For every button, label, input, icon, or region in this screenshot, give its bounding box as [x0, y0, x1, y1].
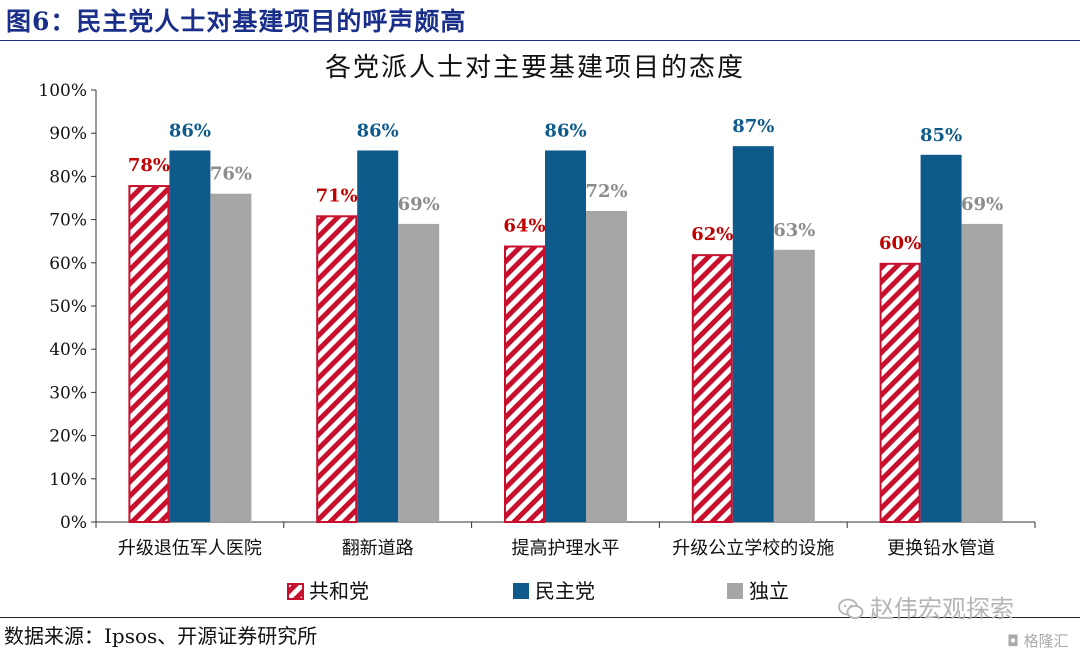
data-label: 62% [691, 224, 733, 245]
bar [732, 146, 774, 522]
data-label: 63% [773, 220, 815, 241]
data-label: 64% [503, 216, 545, 237]
data-label: 87% [732, 116, 774, 137]
data-label: 86% [169, 120, 211, 141]
x-tick-label: 翻新道路 [342, 538, 414, 559]
bar [545, 150, 586, 523]
bar [879, 262, 921, 523]
legend-label: 共和党 [309, 579, 369, 603]
x-tick-label: 提高护理水平 [512, 538, 620, 559]
bar [586, 210, 627, 522]
y-tick-label: 90% [49, 124, 87, 144]
data-label: 85% [920, 125, 962, 146]
y-tick-label: 10% [49, 470, 87, 490]
legend: 共和党 民主党 独立 [287, 579, 789, 603]
y-tick-label: 60% [49, 254, 87, 274]
bar [128, 185, 170, 523]
bar [773, 249, 815, 522]
y-tick-label: 80% [49, 167, 87, 187]
data-label: 72% [585, 181, 627, 202]
title-rule [0, 40, 1080, 41]
y-tick-label: 0% [60, 513, 87, 533]
brand-icon: ◘ [1007, 632, 1019, 650]
brand-logo-text: ◘ 格隆汇 [1007, 630, 1069, 651]
data-label: 69% [398, 194, 440, 215]
data-label: 86% [357, 120, 399, 141]
brand-name: 格隆汇 [1023, 632, 1069, 650]
data-label: 71% [316, 185, 358, 206]
source-rule [0, 617, 1080, 618]
source-note: 数据来源：Ipsos、开源证券研究所 [4, 624, 318, 648]
bar [357, 150, 399, 523]
wechat-icon [838, 598, 864, 619]
watermark-text: 赵伟宏观探索 [870, 595, 1014, 623]
y-tick-label: 100% [38, 81, 87, 101]
figure-title: 图6：民主党人士对基建项目的呼声颇高 [6, 7, 467, 36]
x-tick-label: 升级公立学校的设施 [672, 538, 834, 559]
data-label: 60% [879, 233, 921, 254]
value-labels-group: 78% 86% 76% 71% 86% 69% 64% 86% 72% 62% 87% 63% 60% 8… [128, 116, 1003, 254]
legend-label: 独立 [749, 579, 789, 603]
legend-swatch [727, 583, 743, 599]
bar [920, 154, 962, 523]
bars-group [128, 146, 1003, 524]
legend-swatch [513, 583, 529, 599]
watermark: 赵伟宏观探索 [838, 589, 1014, 624]
legend-swatch [287, 583, 304, 600]
bar [398, 223, 440, 523]
x-tick-label: 升级退伍军人医院 [118, 538, 262, 559]
y-tick-label: 50% [49, 297, 87, 317]
y-axis: 0% 10% 20% 30% 40% 50% 60% 70% 80% 90% 100% [38, 81, 97, 533]
x-axis: 升级退伍军人医院 翻新道路 提高护理水平 升级公立学校的设施 更换铅水管道 [95, 521, 1036, 559]
y-tick-label: 20% [49, 427, 87, 447]
bar [504, 245, 545, 524]
bar [691, 254, 733, 523]
legend-label: 民主党 [535, 579, 595, 603]
data-label: 69% [961, 194, 1003, 215]
x-tick-label: 更换铅水管道 [887, 538, 995, 559]
chart-title: 各党派人士对主要基建项目的态度 [325, 53, 745, 83]
bar [961, 223, 1003, 523]
data-label: 76% [210, 164, 252, 185]
bar [316, 215, 358, 523]
bar [210, 193, 252, 522]
data-label: 78% [128, 155, 170, 176]
data-label: 86% [544, 120, 586, 141]
y-tick-label: 40% [49, 340, 87, 360]
y-tick-label: 70% [49, 211, 87, 231]
y-tick-label: 30% [49, 383, 87, 403]
bar [169, 150, 211, 523]
